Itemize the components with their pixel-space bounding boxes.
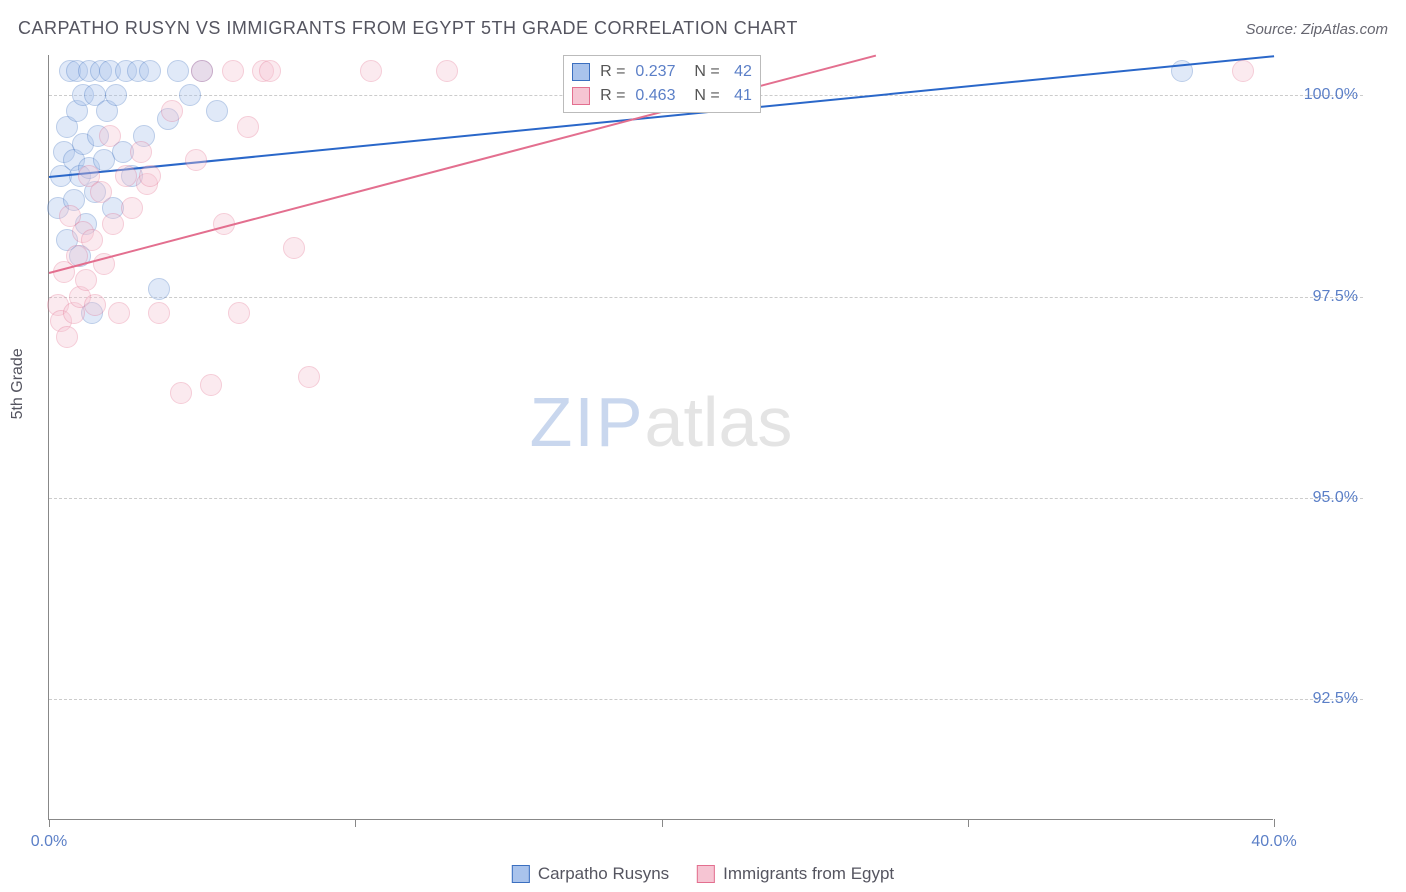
data-point bbox=[298, 366, 320, 388]
legend-item: Immigrants from Egypt bbox=[697, 864, 894, 884]
data-point bbox=[84, 294, 106, 316]
y-tick-label: 100.0% bbox=[1304, 86, 1358, 104]
y-tick-label: 97.5% bbox=[1313, 288, 1358, 306]
y-axis-title: 5th Grade bbox=[9, 348, 27, 419]
stat-r-value: 0.463 bbox=[635, 87, 675, 105]
data-point bbox=[206, 100, 228, 122]
chart-header: CARPATHO RUSYN VS IMMIGRANTS FROM EGYPT … bbox=[18, 18, 1388, 39]
watermark-zip: ZIP bbox=[530, 383, 645, 461]
data-point bbox=[237, 116, 259, 138]
data-point bbox=[283, 237, 305, 259]
data-point bbox=[170, 382, 192, 404]
data-point bbox=[130, 141, 152, 163]
data-point bbox=[436, 60, 458, 82]
gridline bbox=[49, 297, 1363, 298]
scatter-chart: ZIPatlas 92.5%95.0%97.5%100.0%0.0%40.0%R… bbox=[48, 55, 1273, 820]
data-point bbox=[167, 60, 189, 82]
x-tick-label: 0.0% bbox=[31, 833, 67, 851]
chart-legend: Carpatho Rusyns Immigrants from Egypt bbox=[512, 864, 894, 884]
data-point bbox=[105, 84, 127, 106]
data-point bbox=[179, 84, 201, 106]
gridline bbox=[49, 699, 1363, 700]
watermark: ZIPatlas bbox=[530, 382, 793, 462]
data-point bbox=[102, 213, 124, 235]
data-point bbox=[185, 149, 207, 171]
stat-r-value: 0.237 bbox=[635, 63, 675, 81]
data-point bbox=[139, 60, 161, 82]
stat-n-label: N = bbox=[685, 63, 719, 81]
data-point bbox=[360, 60, 382, 82]
stats-row: R = 0.463 N = 41 bbox=[572, 84, 752, 108]
data-point bbox=[148, 278, 170, 300]
data-point bbox=[222, 60, 244, 82]
legend-swatch bbox=[512, 865, 530, 883]
legend-label: Carpatho Rusyns bbox=[538, 864, 669, 884]
data-point bbox=[139, 165, 161, 187]
x-tick bbox=[968, 819, 969, 827]
y-tick-label: 95.0% bbox=[1313, 489, 1358, 507]
data-point bbox=[121, 197, 143, 219]
data-point bbox=[108, 302, 130, 324]
y-tick-label: 92.5% bbox=[1313, 690, 1358, 708]
data-point bbox=[99, 125, 121, 147]
stat-n-label: N = bbox=[685, 87, 719, 105]
stat-r-label: R = bbox=[600, 63, 625, 81]
data-point bbox=[1232, 60, 1254, 82]
data-point bbox=[228, 302, 250, 324]
stat-n-value: 42 bbox=[730, 63, 752, 81]
stats-row: R = 0.237 N = 42 bbox=[572, 60, 752, 84]
x-tick bbox=[662, 819, 663, 827]
stat-r-label: R = bbox=[600, 87, 625, 105]
data-point bbox=[200, 374, 222, 396]
data-point bbox=[161, 100, 183, 122]
series-swatch bbox=[572, 87, 590, 105]
data-point bbox=[90, 181, 112, 203]
x-tick bbox=[355, 819, 356, 827]
series-swatch bbox=[572, 63, 590, 81]
legend-swatch bbox=[697, 865, 715, 883]
x-tick-label: 40.0% bbox=[1251, 833, 1296, 851]
gridline bbox=[49, 498, 1363, 499]
data-point bbox=[56, 326, 78, 348]
chart-title: CARPATHO RUSYN VS IMMIGRANTS FROM EGYPT … bbox=[18, 18, 798, 39]
stats-box: R = 0.237 N = 42 R = 0.463 N = 41 bbox=[563, 55, 761, 113]
stat-n-value: 41 bbox=[730, 87, 752, 105]
x-tick bbox=[1274, 819, 1275, 827]
data-point bbox=[81, 229, 103, 251]
data-point bbox=[75, 269, 97, 291]
legend-item: Carpatho Rusyns bbox=[512, 864, 669, 884]
x-tick bbox=[49, 819, 50, 827]
data-point bbox=[115, 165, 137, 187]
data-point bbox=[191, 60, 213, 82]
legend-label: Immigrants from Egypt bbox=[723, 864, 894, 884]
data-point bbox=[259, 60, 281, 82]
watermark-atlas: atlas bbox=[645, 383, 793, 461]
data-point bbox=[148, 302, 170, 324]
source-label: Source: ZipAtlas.com bbox=[1245, 21, 1388, 38]
